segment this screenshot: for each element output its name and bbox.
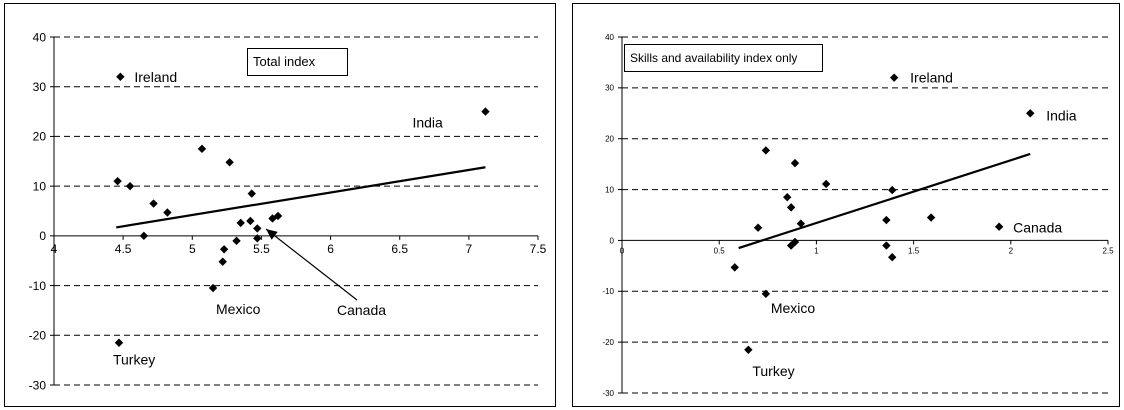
x-tick-label: 1 — [814, 246, 819, 255]
data-point — [197, 144, 207, 154]
chart-skills-availability-svg: 40 30 20 10 0 -10 -20 -30 0 0.5 1 1.5 2 2.5 Ireland Ind… — [572, 3, 1120, 407]
annotation-turkey: Turkey — [113, 352, 155, 368]
x-tick-label: 5 — [189, 242, 196, 256]
y-tick-label: 40 — [605, 33, 614, 42]
x-tick-label: 6.5 — [391, 242, 408, 256]
data-point — [790, 158, 800, 168]
data-point — [139, 231, 149, 241]
y-tick-label: 20 — [605, 135, 614, 144]
data-point — [246, 216, 255, 226]
x-tick-label: 7 — [466, 242, 473, 256]
x-tick-label: 5.5 — [253, 242, 270, 256]
y-tick-label: -30 — [29, 378, 47, 392]
legend-box — [247, 48, 348, 76]
legend-label: Total index — [253, 54, 316, 69]
data-point-india — [481, 107, 490, 116]
trendline — [116, 166, 486, 229]
y-tick-label: 40 — [33, 30, 47, 44]
y-tick-label: -20 — [602, 338, 614, 347]
x-tick-label: 1.5 — [908, 246, 920, 255]
y-tick-label: 10 — [605, 185, 614, 194]
annotation-india: India — [1046, 107, 1077, 123]
data-point — [149, 199, 158, 208]
data-point — [225, 158, 234, 167]
annotation-arrow — [265, 228, 358, 301]
x-tick-label: 4 — [51, 242, 58, 256]
x-tick-label: 0 — [620, 246, 625, 255]
data-point — [236, 218, 245, 228]
data-point — [163, 208, 172, 217]
data-point-mexico — [208, 283, 218, 293]
data-point — [821, 179, 831, 189]
y-tick-label: 10 — [33, 179, 47, 193]
data-point — [783, 193, 792, 202]
data-point-canada — [253, 224, 262, 233]
data-point-ireland — [116, 72, 125, 81]
annotation-turkey: Turkey — [752, 363, 794, 379]
x-tick-label: 4.5 — [115, 242, 132, 256]
y-tick-label: 0 — [610, 236, 615, 245]
annotation-canada: Canada — [337, 302, 386, 318]
y-tick-label: -20 — [29, 329, 47, 343]
annotation-canada: Canada — [1013, 220, 1062, 236]
data-point — [113, 176, 122, 186]
data-point — [253, 234, 262, 243]
x-tick-label: 7.5 — [530, 242, 547, 256]
y-tick-label: -10 — [602, 287, 614, 296]
trendline — [738, 152, 1031, 250]
y-tick-label: 20 — [33, 130, 47, 144]
legend-label: Skills and availability index only — [630, 51, 797, 65]
x-tick-label: 6 — [327, 242, 334, 256]
x-tick-label: 2.5 — [1102, 246, 1114, 255]
data-point — [247, 189, 256, 198]
annotation-arrowhead — [266, 229, 278, 240]
annotation-mexico: Mexico — [216, 301, 261, 317]
annotation-mexico: Mexico — [771, 300, 816, 316]
y-tick-label: -10 — [29, 279, 47, 293]
x-tick-label: 2 — [1009, 246, 1014, 255]
y-tick-label: 0 — [39, 229, 46, 243]
data-point-india — [1026, 109, 1035, 118]
y-tick-label: -30 — [602, 389, 614, 398]
legend-box — [624, 44, 823, 72]
data-point — [219, 245, 229, 254]
annotation-india: India — [412, 115, 443, 131]
y-tick-label: 30 — [605, 84, 614, 93]
data-point — [790, 237, 800, 247]
chart-total-index: 40 30 20 10 0 -10 -20 -30 4 4.5 5 5.5 6 6.5 7 7.5 Irelan… — [4, 3, 556, 407]
data-point — [125, 181, 135, 191]
data-point-canada — [994, 222, 1004, 231]
data-point — [882, 215, 891, 225]
annotation-ireland: Ireland — [134, 69, 177, 85]
chart-skills-availability-index: 40 30 20 10 0 -10 -20 -30 0 0.5 1 1.5 2 2.5 Ireland Ind… — [572, 3, 1120, 407]
annotation-ireland: Ireland — [910, 70, 953, 86]
data-point-turkey — [114, 338, 124, 347]
x-tick-label: 0.5 — [714, 246, 726, 255]
data-point — [218, 257, 227, 266]
data-point — [273, 211, 283, 221]
data-point — [232, 236, 241, 246]
chart-total-index-svg: 40 30 20 10 0 -10 -20 -30 4 4.5 5 5.5 6 6.5 7 7.5 Irelan… — [4, 3, 556, 407]
y-tick-label: 30 — [33, 80, 47, 94]
